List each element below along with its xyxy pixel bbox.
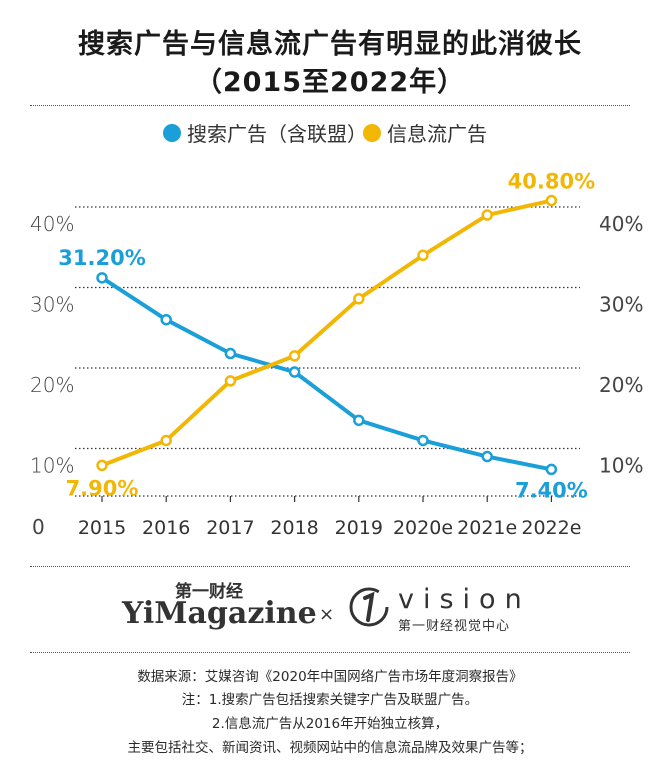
data-label: 7.90% bbox=[66, 476, 139, 500]
divider-middle bbox=[30, 566, 630, 567]
y-tick-label-left: 30% bbox=[30, 293, 74, 317]
x-tick-label: 2022e bbox=[521, 517, 581, 539]
y-tick-label-left: 40% bbox=[30, 212, 74, 236]
x-tick-label: 2016 bbox=[142, 517, 190, 539]
series-line bbox=[100, 276, 552, 472]
y-tick-label-right: 40% bbox=[599, 212, 643, 236]
data-point bbox=[160, 313, 172, 326]
brand-name-en: YiMagazine bbox=[122, 596, 317, 631]
x-tick-label: 2019 bbox=[335, 517, 383, 539]
y-tick-label-left: 10% bbox=[30, 454, 74, 478]
source-note: 数据来源：艾媒咨询《2020年中国网络广告市场年度洞察报告》 bbox=[137, 669, 523, 685]
data-point bbox=[96, 459, 108, 472]
legend-label: 搜索广告（含联盟） bbox=[187, 122, 367, 146]
legend-label: 信息流广告 bbox=[387, 122, 487, 146]
series-line bbox=[101, 198, 552, 468]
data-point bbox=[353, 414, 365, 427]
footnote-2: 2.信息流广告从2016年开始独立核算， bbox=[211, 716, 449, 732]
data-point bbox=[545, 194, 558, 207]
data-label: 40.80% bbox=[508, 170, 595, 194]
chart-title: 搜索广告与信息流广告有明显的此消彼长 bbox=[78, 29, 582, 60]
data-point bbox=[417, 249, 429, 262]
brand-separator: × bbox=[319, 604, 335, 625]
data-point bbox=[96, 272, 108, 284]
x-tick-label: 2021e bbox=[457, 517, 517, 539]
y-tick-label-right: 20% bbox=[599, 373, 643, 397]
x-tick-label: 2015 bbox=[78, 517, 126, 539]
y-tick-label-left: 20% bbox=[30, 373, 74, 397]
data-point bbox=[224, 375, 237, 387]
x-tick-label: 2017 bbox=[206, 517, 254, 539]
vision-logo-icon bbox=[349, 587, 389, 627]
data-point bbox=[417, 434, 429, 447]
x-tick-label: 2020e bbox=[393, 517, 453, 539]
data-point bbox=[353, 293, 365, 305]
vision-wordmark: vision bbox=[398, 584, 531, 615]
footnote-3: 主要包括社交、新闻资讯、视频网站中的信息流品牌及效果广告等； bbox=[127, 740, 533, 756]
legend-marker bbox=[163, 124, 181, 142]
data-point bbox=[545, 463, 558, 476]
data-label: 31.20% bbox=[58, 246, 145, 270]
divider-bottom bbox=[30, 652, 630, 653]
x-tick-label: 2018 bbox=[270, 517, 318, 539]
y-tick-label-right: 30% bbox=[599, 293, 643, 317]
chart-subtitle: （2015至2022年） bbox=[194, 67, 466, 98]
data-label: 7.40% bbox=[515, 478, 588, 502]
data-point bbox=[288, 350, 301, 362]
brand-name-cn: 第一财经 bbox=[175, 582, 243, 602]
y-tick-label-right: 10% bbox=[599, 454, 643, 478]
data-point bbox=[288, 366, 301, 378]
footnote-1: 注：1.搜索广告包括搜索关键字广告及联盟广告。 bbox=[181, 692, 479, 708]
line-chart: 40% 40% 30% 30% 20% 20% 10% 10% 0 2015 2016 2017 201… bbox=[30, 122, 643, 539]
zero-label: 0 bbox=[32, 515, 45, 539]
data-point bbox=[224, 347, 237, 360]
data-point bbox=[160, 434, 172, 447]
vision-subtitle: 第一财经视觉中心 bbox=[398, 619, 511, 634]
data-point bbox=[481, 209, 493, 221]
legend-marker bbox=[363, 124, 381, 142]
data-point bbox=[481, 450, 493, 463]
divider-top bbox=[30, 105, 630, 106]
